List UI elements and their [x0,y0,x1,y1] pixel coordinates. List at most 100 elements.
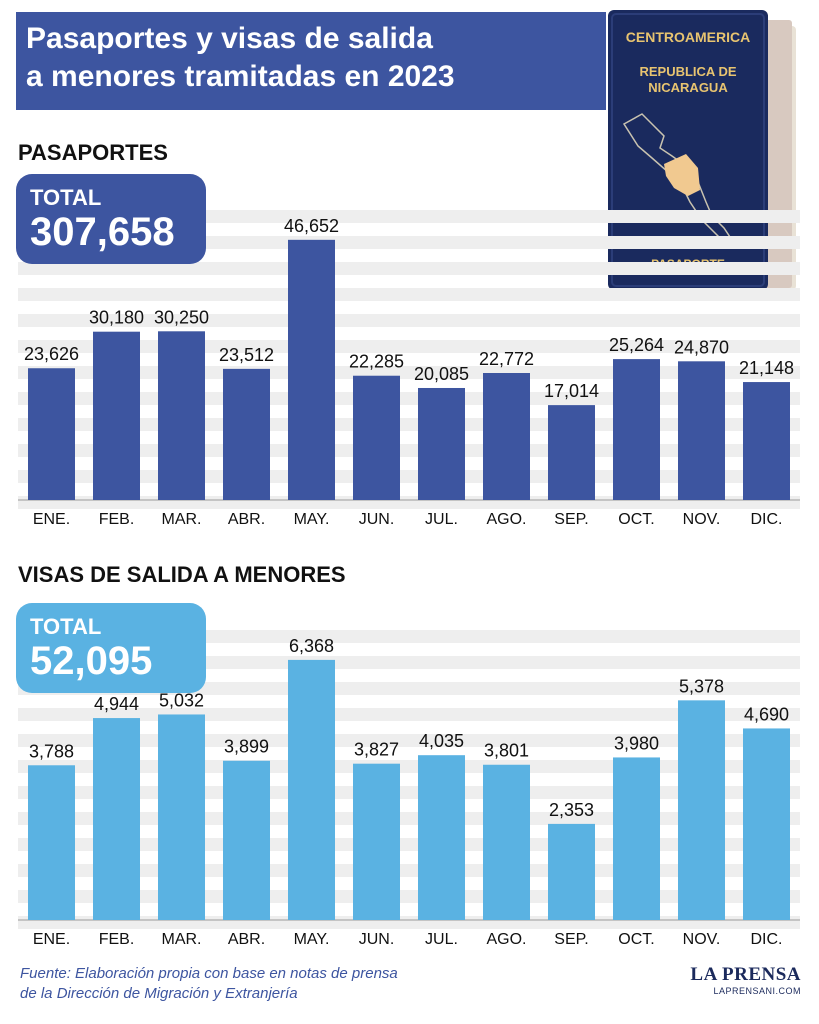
logo-name: LA PRENSA [690,964,801,985]
title-line-1: Pasaportes y visas de salida [26,22,433,55]
la-prensa-logo: LA PRENSA LAPRENSANI.COM [690,964,801,996]
bar-pasaportes-12 [743,382,790,500]
grid-stripe [18,262,800,275]
bar-visas-10 [613,757,660,920]
nicaragua-map-shape [664,154,700,196]
bar-visas-5 [288,659,335,920]
bar-visas-12 [743,728,790,920]
data-label-pasaportes-12: 21,148 [739,358,794,378]
x-tick-label-pasaportes-5: MAY. [294,511,330,528]
bar-pasaportes-5 [288,239,335,500]
grid-stripe [18,418,800,431]
grid-stripe [18,760,800,773]
data-label-visas-9: 2,353 [549,800,594,820]
passport-text-2: REPUBLICA DE [639,64,736,79]
x-tick-label-visas-3: MAR. [162,931,202,948]
data-label-pasaportes-6: 22,285 [349,352,404,372]
grid-stripe [18,496,800,509]
data-label-pasaportes-1: 23,626 [24,344,79,364]
bar-pasaportes-4 [223,368,270,500]
total-box-visas: TOTAL 52,095 [16,603,206,693]
source-note: Fuente: Elaboración propia con base en n… [20,964,580,1004]
total-label: TOTAL [30,614,102,639]
grid-stripe [18,236,800,249]
x-tick-label-visas-2: FEB. [99,931,135,948]
data-label-visas-6: 3,827 [354,740,399,760]
total-box-pasaportes: TOTAL 307,658 [16,174,206,264]
x-tick-label-pasaportes-11: NOV. [683,511,721,528]
data-label-pasaportes-2: 30,180 [89,308,144,328]
x-tick-label-visas-12: DIC. [751,931,783,948]
x-tick-label-pasaportes-3: MAR. [162,511,202,528]
data-label-pasaportes-3: 30,250 [154,307,209,327]
x-tick-label-pasaportes-8: AGO. [486,511,526,528]
passport-text-3: NICARAGUA [648,80,728,95]
bar-pasaportes-8 [483,373,530,500]
data-label-pasaportes-4: 23,512 [219,345,274,365]
x-tick-label-pasaportes-9: SEP. [554,511,588,528]
data-label-visas-2: 4,944 [94,694,139,714]
total-value: 52,095 [30,639,153,683]
grid-stripe [18,682,800,695]
grid-stripe [18,392,800,405]
total-value: 307,658 [30,210,175,254]
data-label-pasaportes-9: 17,014 [544,381,599,401]
chart-pasaportes: 23,626 ENE. 30,180 FEB. 30,250 MAR. 23,512 ABR.… [18,210,800,528]
grid-stripe [18,340,800,353]
bar-visas-4 [223,760,270,920]
grid-stripe [18,210,800,223]
x-tick-label-visas-4: ABR. [228,931,265,948]
bar-pasaportes-3 [158,331,205,500]
bar-pasaportes-6 [353,375,400,500]
bar-visas-2 [93,718,140,920]
data-label-visas-10: 3,980 [614,733,659,753]
data-label-visas-4: 3,899 [224,737,269,757]
grid-stripe [18,470,800,483]
data-label-visas-5: 6,368 [289,636,334,656]
passport-text-1: CENTROAMERICA [626,29,750,45]
x-tick-label-pasaportes-12: DIC. [751,511,783,528]
x-tick-label-pasaportes-10: OCT. [618,511,654,528]
data-label-visas-8: 3,801 [484,741,529,761]
data-label-pasaportes-8: 22,772 [479,349,534,369]
source-line-1: Fuente: Elaboración propia con base en n… [20,965,398,982]
section-title-pasaportes: PASAPORTES [18,140,168,165]
bar-visas-3 [158,714,205,920]
grid-stripe [18,366,800,379]
grid-stripe [18,656,800,669]
x-tick-label-pasaportes-1: ENE. [33,511,70,528]
x-tick-label-visas-11: NOV. [683,931,721,948]
x-tick-label-visas-9: SEP. [554,931,588,948]
grid-stripe [18,890,800,903]
bar-pasaportes-7 [418,387,465,500]
x-tick-label-visas-7: JUL. [425,931,458,948]
page-title: Pasaportes y visas de salida a menores t… [26,20,586,96]
grid-stripe [18,444,800,457]
grid-stripe [18,630,800,643]
x-tick-label-visas-6: JUN. [359,931,395,948]
logo-url: LAPRENSANI.COM [713,986,801,996]
x-tick-label-visas-10: OCT. [618,931,654,948]
title-line-2: a menores tramitadas en 2023 [26,60,455,93]
bar-pasaportes-1 [28,368,75,500]
data-label-pasaportes-10: 25,264 [609,335,664,355]
bar-visas-9 [548,823,595,920]
bar-pasaportes-2 [93,331,140,500]
bar-pasaportes-11 [678,361,725,500]
x-tick-label-pasaportes-4: ABR. [228,511,265,528]
x-tick-label-visas-8: AGO. [486,931,526,948]
grid-stripe [18,812,800,825]
section-title-visas: VISAS DE SALIDA A MENORES [18,562,346,587]
bar-visas-1 [28,765,75,920]
data-label-pasaportes-11: 24,870 [674,337,729,357]
x-tick-label-pasaportes-6: JUN. [359,511,395,528]
bar-pasaportes-9 [548,405,595,500]
grid-stripe [18,838,800,851]
header-band [16,12,606,110]
data-label-visas-1: 3,788 [29,741,74,761]
x-tick-label-visas-1: ENE. [33,931,70,948]
data-label-visas-12: 4,690 [744,704,789,724]
bar-visas-8 [483,764,530,920]
x-tick-label-visas-5: MAY. [294,931,330,948]
chart-visas: 3,788 ENE. 4,944 FEB. 5,032 MAR. 3,899 ABR. 6,36… [18,630,800,948]
